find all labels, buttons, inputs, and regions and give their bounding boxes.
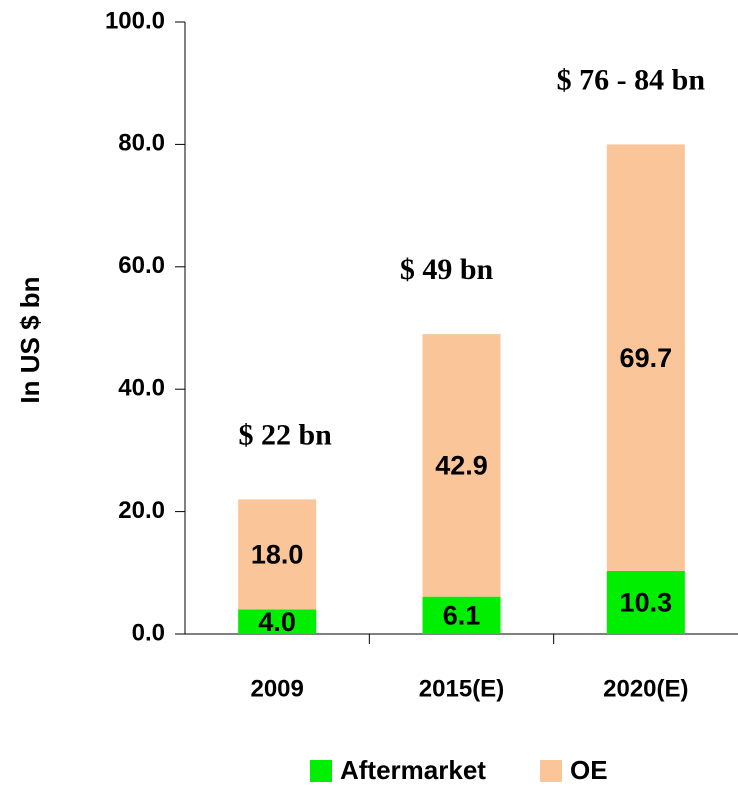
x-tick-label: 2020(E): [603, 675, 688, 702]
y-tick-label: 100.0: [105, 7, 165, 34]
y-axis-label: In US $ bn: [15, 276, 45, 403]
y-tick-label: 0.0: [132, 619, 165, 646]
y-tick-label: 80.0: [118, 130, 165, 157]
y-tick-label: 20.0: [118, 497, 165, 524]
bar-segment: [238, 609, 317, 634]
data-label: 18.0: [251, 540, 304, 570]
x-tick-label: 2009: [250, 675, 303, 702]
y-tick-label: 60.0: [118, 252, 165, 279]
total-annotation: $ 49 bn: [400, 253, 494, 286]
x-tick-label: 2015(E): [419, 675, 504, 702]
bar-segment: [422, 596, 501, 634]
total-annotation: $ 22 bn: [238, 418, 332, 451]
data-label: 4.0: [258, 607, 296, 637]
bar-segment: [606, 144, 685, 571]
bar-segment: [606, 570, 685, 634]
bar-segment: [422, 334, 501, 597]
legend-swatch: [310, 760, 332, 782]
legend-label: Aftermarket: [340, 755, 486, 785]
data-label: 6.1: [443, 600, 481, 630]
data-label: 69.7: [620, 343, 673, 373]
total-annotation: $ 76 - 84 bn: [557, 63, 706, 96]
data-label: 42.9: [435, 451, 488, 481]
y-tick-label: 40.0: [118, 375, 165, 402]
data-label: 10.3: [620, 588, 673, 618]
legend-label: OE: [570, 755, 608, 785]
legend-swatch: [540, 760, 562, 782]
bar-segment: [238, 499, 317, 610]
